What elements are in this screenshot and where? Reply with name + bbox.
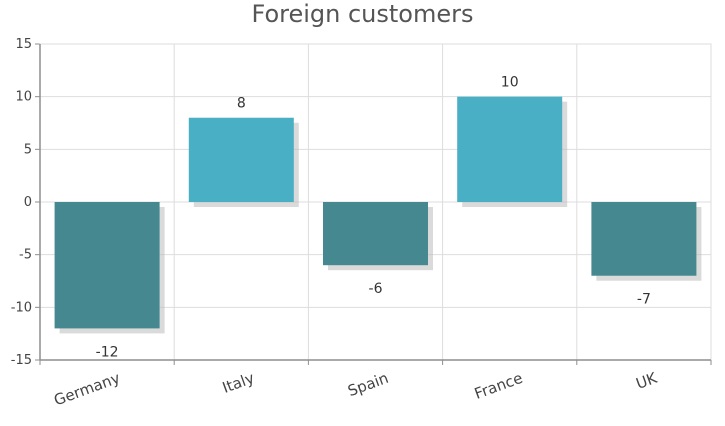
data-label: 8: [237, 96, 246, 112]
y-tick-label: -10: [11, 300, 32, 315]
y-tick-label: 5: [24, 142, 32, 157]
bar-spain: [323, 202, 428, 266]
y-tick-label: 10: [15, 90, 32, 105]
bar-italy: [188, 117, 294, 202]
x-category-label: Spain: [345, 369, 391, 400]
x-category-label: Italy: [220, 369, 257, 397]
data-label: -7: [637, 292, 651, 308]
bar-uk: [591, 202, 697, 276]
chart-title: Foreign customers: [251, 0, 474, 28]
data-label: -6: [369, 281, 383, 297]
y-tick-label: 0: [24, 195, 32, 210]
bar-germany: [54, 202, 160, 329]
x-category-label: Germany: [52, 369, 123, 410]
y-tick-label: 15: [15, 37, 32, 52]
bar-france: [457, 96, 563, 202]
x-category-label: UK: [634, 368, 661, 392]
y-tick-label: -5: [19, 248, 32, 263]
data-label: 10: [501, 75, 519, 91]
y-tick-label: -15: [11, 353, 32, 368]
x-category-label: France: [472, 369, 525, 403]
data-label: -12: [96, 344, 119, 360]
